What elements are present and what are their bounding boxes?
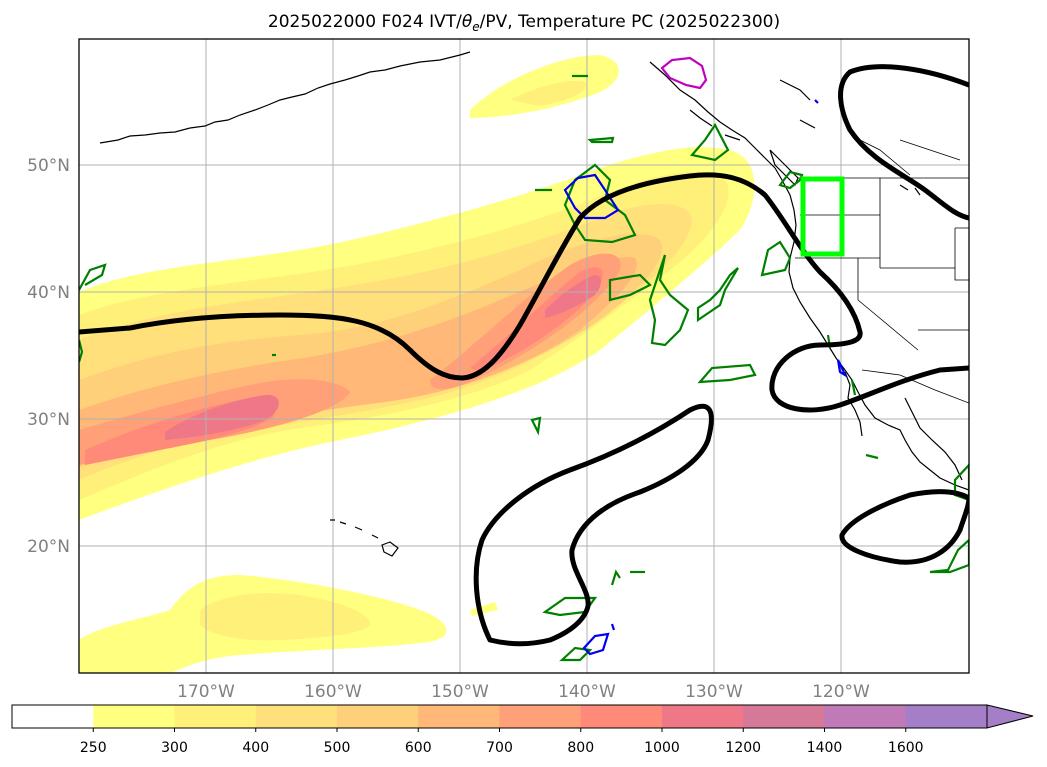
theta-e-contour-mexico-2 xyxy=(929,538,969,574)
colorbar-segment xyxy=(418,705,500,728)
lat-label-20: 20°N xyxy=(27,537,70,557)
longitude-labels: 170°W 160°W 150°W 140°W 130°W 120°W xyxy=(177,682,870,702)
temperature-pc-contour-main xyxy=(79,172,969,413)
colorbar-tick-label: 700 xyxy=(486,740,513,756)
colorbar-tick-label: 800 xyxy=(567,740,594,756)
temperature-pc-contour-mexico-loop xyxy=(839,489,969,565)
ivt-filled-contours xyxy=(79,55,755,673)
theta-e-contour-baja xyxy=(865,453,879,460)
theta-e-contour-mid-1 xyxy=(608,273,652,302)
lat-label-30: 30°N xyxy=(27,410,70,430)
colorbar: 250 300 400 500 600 700 800 1000 1200 1400 1600 xyxy=(11,704,1034,756)
colorbar-tick-label: 400 xyxy=(242,740,269,756)
lon-label-140w: 140°W xyxy=(558,682,616,702)
theta-e-contour-ocean-1 xyxy=(697,363,757,384)
colorbar-segment xyxy=(824,705,907,728)
coastline-alaska-aleutians xyxy=(99,51,471,144)
colorbar-segment xyxy=(255,705,338,728)
colorbar-tick-label: 1000 xyxy=(644,740,680,756)
theta-e-contour-alaska-panhandle xyxy=(689,122,730,162)
map-area xyxy=(79,39,969,673)
ivt-band-west-1000 xyxy=(165,394,279,440)
lon-label-160w: 160°W xyxy=(304,682,362,702)
theta-e-contour-coast-2 xyxy=(778,170,804,190)
colorbar-segment xyxy=(905,705,988,728)
border-id xyxy=(879,178,955,269)
temperature-pc-contours xyxy=(79,64,969,647)
border-nv-ca xyxy=(857,258,919,351)
colorbar-tick-label: 500 xyxy=(324,740,351,756)
border-us-mexico xyxy=(861,369,969,404)
temperature-pc-contour-northeast xyxy=(838,64,969,221)
theta-e-contour-south-3 xyxy=(610,569,621,586)
coastline-alaska-panhandle xyxy=(649,61,776,169)
border-ut-co xyxy=(954,227,969,281)
colorbar-tick-label: 1400 xyxy=(807,740,843,756)
colorbar-segment xyxy=(499,705,582,728)
coastline-gulf-california xyxy=(904,397,963,481)
gridlines xyxy=(79,39,969,673)
colorbar-segments xyxy=(12,705,988,728)
pv-contour-south-tick xyxy=(610,623,616,631)
ivt-north-blob-300 xyxy=(510,80,586,106)
lat-label-40: 40°N xyxy=(27,283,70,303)
colorbar-tick-label: 600 xyxy=(405,740,432,756)
colorbar-tick-label: 1200 xyxy=(725,740,761,756)
colorbar-segment xyxy=(12,705,94,728)
lon-label-120w: 120°W xyxy=(812,682,870,702)
theta-e-contour-mid-3 xyxy=(696,267,739,323)
colorbar-tick-label: 250 xyxy=(80,740,107,756)
map-title: 2025022000 F024 IVT/θe/PV, Temperature P… xyxy=(268,12,780,34)
colorbar-tick-label: 1600 xyxy=(888,740,924,756)
coastline-great-basin-lakes xyxy=(899,184,921,196)
lon-label-130w: 130°W xyxy=(685,682,743,702)
colorbar-segment xyxy=(174,705,257,728)
theta-e-contour-mid-2 xyxy=(648,254,690,347)
colorbar-segment xyxy=(93,705,175,728)
theta-e-contour-near-pv xyxy=(563,163,637,244)
theta-e-contour-west-edge xyxy=(79,263,107,291)
latitude-labels: 50°N 40°N 30°N 20°N xyxy=(27,156,70,557)
pv-contour-dot xyxy=(814,99,819,104)
colorbar-segment xyxy=(743,705,825,728)
theta-e-contour-south-2 xyxy=(559,646,593,662)
pv-contours xyxy=(563,99,848,656)
colorbar-segment xyxy=(662,705,744,728)
map-frame xyxy=(78,38,970,674)
theta-e-contour-north-2 xyxy=(587,136,615,144)
colorbar-extend-arrow xyxy=(986,704,1034,729)
ivt-south-band-300 xyxy=(200,593,370,641)
pv-contour-south xyxy=(582,632,610,656)
colorbar-segment xyxy=(337,705,419,728)
colorbar-labels: 250 300 400 500 600 700 800 1000 1200 1400 1600 xyxy=(80,728,924,756)
colorbar-segment xyxy=(580,705,663,728)
temperature-pc-contour-south-loop xyxy=(473,403,714,647)
theta-e-contour-mexico-1 xyxy=(953,463,969,502)
colorbar-tick-label: 300 xyxy=(161,740,188,756)
ivt-south-east-sliver xyxy=(470,602,498,616)
theta-e-contour-mexico-3 xyxy=(850,379,857,396)
pv-contour-coast xyxy=(836,359,848,378)
lon-label-170w: 170°W xyxy=(177,682,235,702)
theta-e-contour-dot-1 xyxy=(530,416,542,436)
magenta-contour-alaska xyxy=(660,56,708,90)
coastline-baja xyxy=(844,371,863,437)
theta-e-contour-coast-1 xyxy=(760,240,792,277)
coastline-pacific-islands xyxy=(689,79,816,141)
theta-e-contour-west-edge-2 xyxy=(79,339,84,363)
lon-label-150w: 150°W xyxy=(431,682,489,702)
lat-label-50: 50°N xyxy=(27,156,70,176)
coastline-hawaii xyxy=(330,519,399,557)
pv-contour-north xyxy=(563,173,620,220)
target-region-box xyxy=(800,176,845,257)
